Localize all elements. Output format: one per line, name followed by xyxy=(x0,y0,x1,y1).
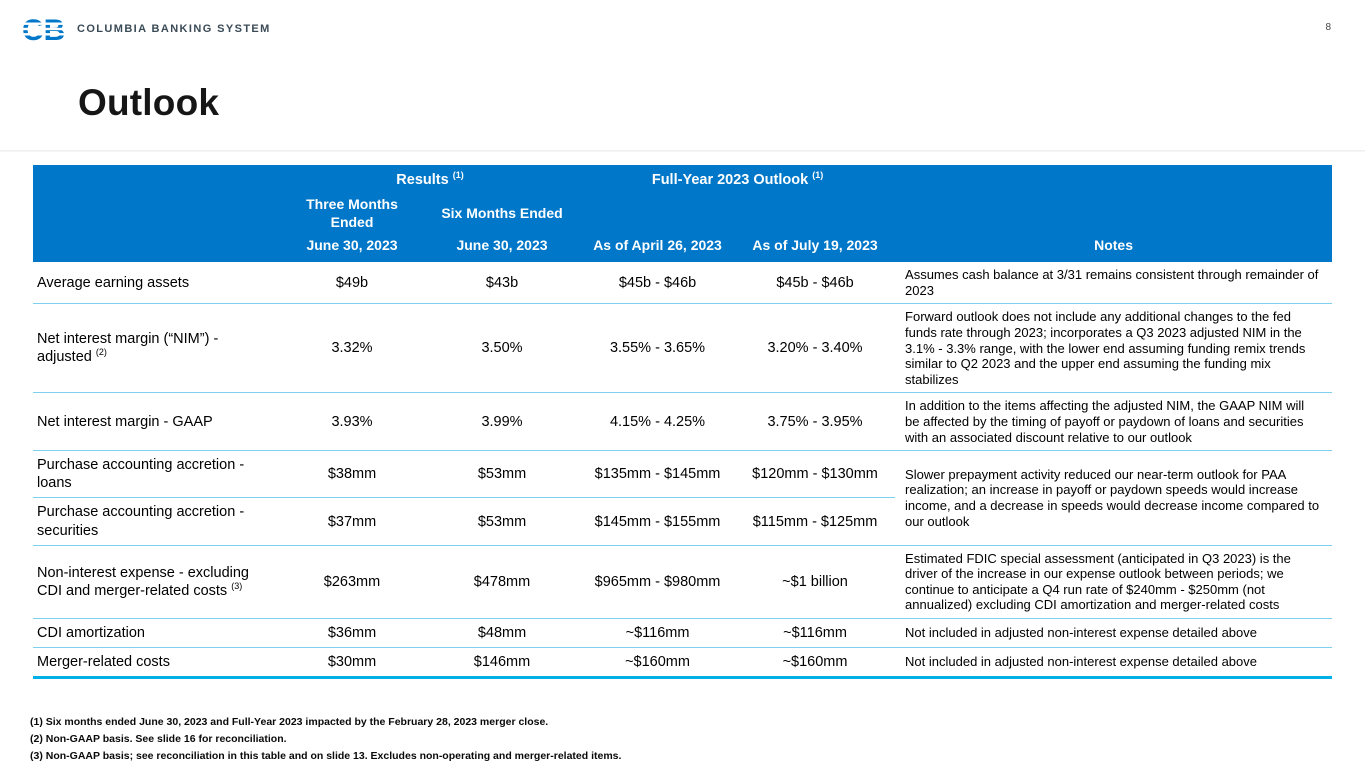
metric-value: $36mm xyxy=(280,618,424,649)
metric-value: $49b xyxy=(280,262,424,305)
metric-value: 3.20% - 3.40% xyxy=(735,303,896,394)
header-as-of-july: As of July 19, 2023 xyxy=(735,234,896,263)
metric-value: 4.15% - 4.25% xyxy=(580,392,736,452)
metric-label: Non-interest expense - excluding CDI and… xyxy=(33,545,280,620)
metric-value: $120mm - $130mm xyxy=(735,450,896,499)
metric-label: CDI amortization xyxy=(33,618,280,649)
metric-value: $30mm xyxy=(280,647,424,680)
metric-value: $45b - $46b xyxy=(580,262,736,305)
table-header: Results (1) Full-Year 2023 Outlook (1) T… xyxy=(33,165,1333,263)
metric-value: $145mm - $155mm xyxy=(580,497,736,546)
header-results-label: Results xyxy=(396,172,449,188)
page-title: Outlook xyxy=(78,82,220,123)
metric-note: Assumes cash balance at 3/31 remains con… xyxy=(895,262,1333,305)
header-spacer xyxy=(33,192,280,235)
metric-value: 3.32% xyxy=(280,303,424,394)
table-row: Purchase accounting accretion - securiti… xyxy=(33,497,1332,546)
metric-value: ~$116mm xyxy=(735,618,896,649)
table-row: Net interest margin - GAAP 3.93% 3.99% 4.15… xyxy=(33,392,1333,452)
page-number: 8 xyxy=(1325,22,1331,33)
metric-note: Forward outlook does not include any add… xyxy=(895,303,1333,394)
metric-value: ~$116mm xyxy=(580,618,736,649)
footnote-ref: (1) xyxy=(452,170,464,181)
metric-value: $146mm xyxy=(424,647,581,680)
footnote-1: (1) Six months ended June 30, 2023 and F… xyxy=(30,716,549,728)
metric-value: 3.55% - 3.65% xyxy=(580,303,736,394)
table-body: Average earning assets $49b $43b $45b - $46… xyxy=(33,262,1333,680)
metric-value: 3.99% xyxy=(424,392,581,452)
table-row: Average earning assets $49b $43b $45b - $46… xyxy=(33,262,1333,305)
header-notes: Notes xyxy=(895,234,1333,263)
footnote-3: (3) Non-GAAP basis; see reconciliation i… xyxy=(30,750,622,762)
footnote-ref: (3) xyxy=(231,581,243,592)
header-spacer xyxy=(33,234,280,263)
header-spacer xyxy=(895,192,1333,235)
metric-value: ~$1 billion xyxy=(735,545,896,620)
metric-value: $45b - $46b xyxy=(735,262,896,305)
header-spacer xyxy=(33,165,280,193)
metric-label: Average earning assets xyxy=(33,262,280,305)
header-six-months: Six Months Ended xyxy=(424,192,581,235)
metric-label: Purchase accounting accretion - securiti… xyxy=(33,497,280,546)
metric-value: 3.75% - 3.95% xyxy=(735,392,896,452)
metric-label: Net interest margin - GAAP xyxy=(33,392,280,452)
metric-value: $43b xyxy=(424,262,581,305)
metric-note: In addition to the items affecting the a… xyxy=(895,392,1333,452)
metric-value: $38mm xyxy=(280,450,424,499)
header-outlook: Full-Year 2023 Outlook (1) xyxy=(580,165,896,193)
company-logo: CB COLUMBIA BANKING SYSTEM xyxy=(22,14,271,47)
footnotes: (1) Six months ended June 30, 2023 and F… xyxy=(30,714,621,765)
header-spacer xyxy=(895,165,1333,193)
metric-value: $478mm xyxy=(424,545,581,620)
metric-value: $53mm xyxy=(424,450,581,499)
header-date-q2: June 30, 2023 xyxy=(280,234,424,263)
footnote-ref: (2) xyxy=(95,347,107,358)
metric-label: Net interest margin (“NIM”) - adjusted (… xyxy=(33,303,280,394)
title-divider xyxy=(0,150,1365,152)
table-row: Non-interest expense - excluding CDI and… xyxy=(33,545,1333,620)
metric-value: $263mm xyxy=(280,545,424,620)
metric-label: Merger-related costs xyxy=(33,647,280,680)
table-row: Net interest margin (“NIM”) - adjusted (… xyxy=(33,303,1333,394)
metric-value: ~$160mm xyxy=(580,647,736,680)
metric-note: Estimated FDIC special assessment (antic… xyxy=(895,545,1333,620)
metric-note: Slower prepayment activity reduced our n… xyxy=(895,450,1333,546)
header-spacer xyxy=(580,192,736,235)
header-outlook-label: Full-Year 2023 Outlook xyxy=(651,172,809,188)
metric-value: $965mm - $980mm xyxy=(580,545,736,620)
header-results: Results (1) xyxy=(280,165,581,193)
metric-value: $115mm - $125mm xyxy=(735,497,896,546)
table-row: Merger-related costs $30mm $146mm ~$160mm ~$… xyxy=(33,647,1333,680)
table-row: CDI amortization $36mm $48mm ~$116mm ~$116mm… xyxy=(33,618,1333,649)
footnote-ref: (1) xyxy=(812,170,824,181)
svg-text:CB: CB xyxy=(22,14,65,44)
outlook-table: Results (1) Full-Year 2023 Outlook (1) T… xyxy=(33,165,1333,680)
logo-cb-icon: CB xyxy=(22,14,68,47)
metric-value: $48mm xyxy=(424,618,581,649)
metric-value: 3.93% xyxy=(280,392,424,452)
metric-note: Not included in adjusted non-interest ex… xyxy=(895,647,1333,680)
header-spacer xyxy=(735,192,896,235)
header-as-of-april: As of April 26, 2023 xyxy=(580,234,736,263)
metric-value: $37mm xyxy=(280,497,424,546)
table-row: Purchase accounting accretion - loans $38… xyxy=(33,450,1333,546)
metric-note: Not included in adjusted non-interest ex… xyxy=(895,618,1333,649)
metric-value: ~$160mm xyxy=(735,647,896,680)
header-date-ytd: June 30, 2023 xyxy=(424,234,581,263)
metric-value: $53mm xyxy=(424,497,581,546)
logo-text: COLUMBIA BANKING SYSTEM xyxy=(77,23,271,35)
header-three-months: Three Months Ended xyxy=(280,192,424,235)
metric-value: 3.50% xyxy=(424,303,581,394)
metric-label: Purchase accounting accretion - loans xyxy=(33,450,280,499)
footnote-2: (2) Non-GAAP basis. See slide 16 for rec… xyxy=(30,733,287,745)
metric-value: $135mm - $145mm xyxy=(580,450,736,499)
